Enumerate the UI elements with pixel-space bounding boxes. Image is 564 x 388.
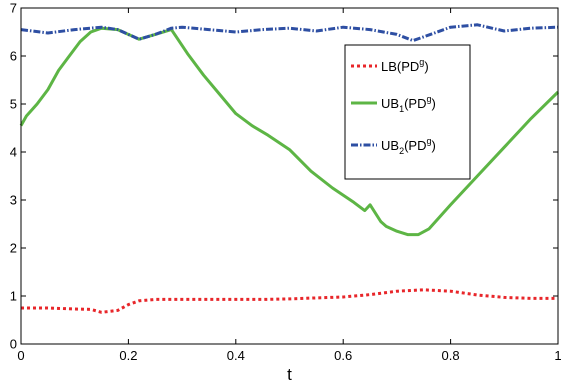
series-layer bbox=[19, 23, 560, 314]
y-tick-label: 7 bbox=[10, 1, 17, 16]
x-tick-label: 0.2 bbox=[119, 348, 137, 363]
plot-frame bbox=[20, 7, 559, 345]
legend-label-2: UB1(PDg) bbox=[381, 94, 436, 114]
y-tick-label: 6 bbox=[10, 49, 17, 64]
legend-label-part: UB bbox=[381, 96, 399, 111]
x-axis-title: t bbox=[287, 365, 292, 383]
series-line-1 bbox=[21, 288, 558, 314]
x-tick-label: 0.4 bbox=[227, 348, 245, 363]
legend-label-part: (PD bbox=[404, 138, 426, 153]
y-tick-label: 4 bbox=[10, 145, 17, 160]
legend-label-part: ) bbox=[431, 96, 435, 111]
y-tick-label: 1 bbox=[10, 289, 17, 304]
y-tick-label: 2 bbox=[10, 241, 17, 256]
legend-label-part: g bbox=[426, 136, 431, 146]
series-line-3 bbox=[20, 23, 559, 43]
legend-label-1: LB(PDg) bbox=[381, 57, 429, 74]
x-tick-label: 1 bbox=[554, 348, 561, 363]
legend-label-part: LB(PD bbox=[381, 59, 419, 74]
legend-label-part: (PD bbox=[404, 96, 426, 111]
y-tick-label: 5 bbox=[10, 97, 17, 112]
legend-label-part: UB bbox=[381, 138, 399, 153]
legend-label-3: UB2(PDg) bbox=[381, 136, 436, 156]
legend-label-part: 2 bbox=[399, 146, 404, 156]
legend-label-part: g bbox=[426, 94, 431, 104]
x-tick-label: 0.8 bbox=[442, 348, 460, 363]
y-tick-label: 3 bbox=[10, 193, 17, 208]
legend-label-part: ) bbox=[424, 59, 428, 74]
legend-label-part: ) bbox=[431, 138, 435, 153]
legend-label-part: 1 bbox=[399, 104, 404, 114]
x-tick-label: 0.6 bbox=[334, 348, 352, 363]
series-line-2 bbox=[19, 26, 560, 237]
legend-label-part: g bbox=[419, 57, 424, 67]
x-tick-labels: 0 0.2 0.4 0.6 0.8 1 bbox=[17, 348, 561, 363]
y-tick-labels: 0 1 2 3 4 5 6 7 bbox=[10, 1, 17, 352]
ticks-layer bbox=[20, 7, 559, 345]
legend: LB(PDg)UB1(PDg)UB2(PDg) bbox=[344, 44, 471, 180]
x-tick-label: 0 bbox=[17, 348, 24, 363]
y-tick-label: 0 bbox=[10, 337, 17, 352]
